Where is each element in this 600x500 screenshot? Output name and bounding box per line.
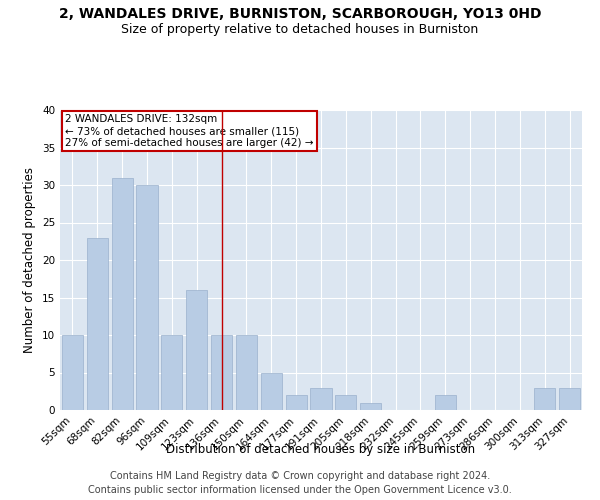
Bar [161, 335, 182, 410]
Bar [186, 290, 207, 410]
Text: Distribution of detached houses by size in Burniston: Distribution of detached houses by size … [166, 442, 476, 456]
Bar [112, 178, 133, 410]
Bar [360, 402, 381, 410]
Bar [136, 185, 158, 410]
Bar [559, 388, 580, 410]
Text: Size of property relative to detached houses in Burniston: Size of property relative to detached ho… [121, 22, 479, 36]
Text: 2, WANDALES DRIVE, BURNISTON, SCARBOROUGH, YO13 0HD: 2, WANDALES DRIVE, BURNISTON, SCARBOROUG… [59, 8, 541, 22]
Bar [335, 395, 356, 410]
Bar [211, 335, 232, 410]
Bar [62, 335, 83, 410]
Y-axis label: Number of detached properties: Number of detached properties [23, 167, 37, 353]
Bar [310, 388, 332, 410]
Bar [236, 335, 257, 410]
Bar [435, 395, 456, 410]
Bar [87, 238, 108, 410]
Bar [261, 372, 282, 410]
Bar [534, 388, 555, 410]
Bar [286, 395, 307, 410]
Text: Contains HM Land Registry data © Crown copyright and database right 2024.
Contai: Contains HM Land Registry data © Crown c… [88, 471, 512, 495]
Text: 2 WANDALES DRIVE: 132sqm
← 73% of detached houses are smaller (115)
27% of semi-: 2 WANDALES DRIVE: 132sqm ← 73% of detach… [65, 114, 314, 148]
